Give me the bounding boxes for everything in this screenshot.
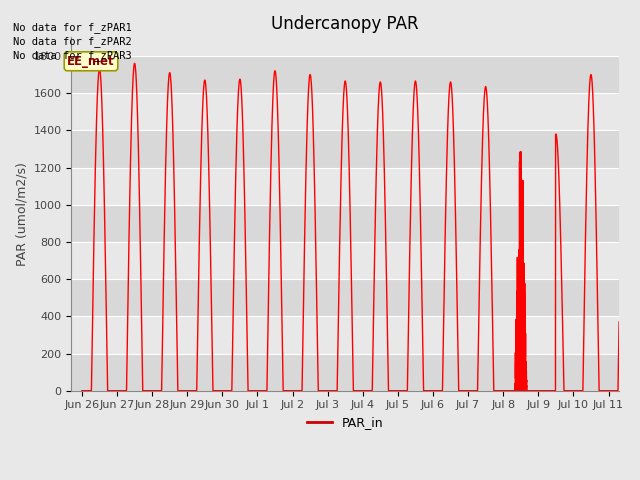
Bar: [72, 205, 619, 242]
Bar: [72, 353, 619, 391]
Bar: [72, 56, 619, 93]
Legend: PAR_in: PAR_in: [302, 411, 388, 434]
Y-axis label: PAR (umol/m2/s): PAR (umol/m2/s): [15, 162, 28, 266]
Bar: [72, 279, 619, 316]
Text: No data for f_zPAR3: No data for f_zPAR3: [13, 50, 132, 61]
Text: No data for f_zPAR1: No data for f_zPAR1: [13, 22, 132, 33]
Bar: [72, 131, 619, 168]
Text: EE_met: EE_met: [67, 55, 115, 68]
Title: Undercanopy PAR: Undercanopy PAR: [271, 15, 419, 33]
Text: No data for f_zPAR2: No data for f_zPAR2: [13, 36, 132, 47]
